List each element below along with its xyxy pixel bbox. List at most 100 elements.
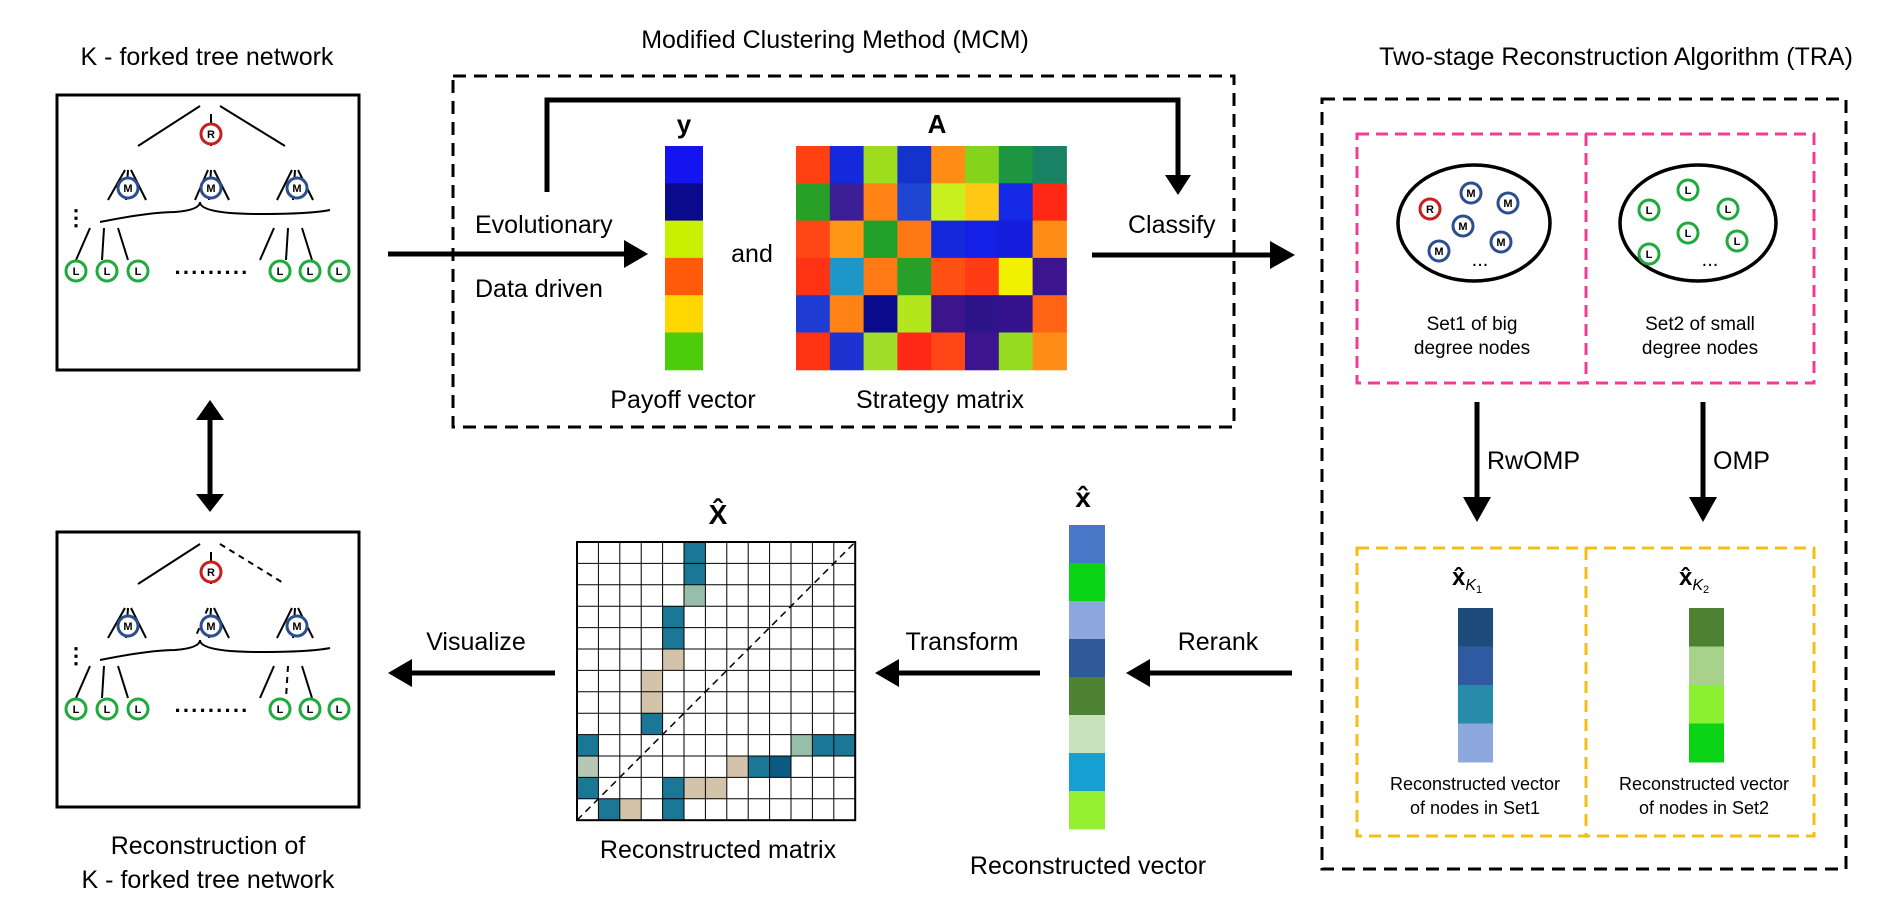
strategy-cell [897, 332, 932, 371]
vec2-label-line2: of nodes in Set2 [1639, 798, 1769, 818]
tree-box [55, 93, 361, 372]
reconstructed-matrix-cell [684, 563, 706, 585]
svg-text:M: M [1503, 198, 1512, 210]
strategy-cell [863, 295, 898, 333]
set1-middle-node: M [1459, 181, 1483, 205]
set1-middle-node: M [1427, 239, 1451, 263]
svg-text:L: L [104, 704, 111, 716]
payoff-cell [665, 220, 703, 259]
svg-text:R: R [207, 129, 215, 141]
set2-leaf-node: L [1676, 178, 1700, 202]
vec2-label-line1: Reconstructed vector [1619, 774, 1789, 794]
leaf-node: L [268, 697, 292, 721]
set1-label-line2: degree nodes [1414, 338, 1530, 359]
leaf-node: L [126, 697, 150, 721]
svg-text:L: L [1646, 249, 1653, 261]
svg-text:L: L [1685, 185, 1692, 197]
rerank-label: Rerank [1178, 628, 1259, 656]
strategy-cell [796, 183, 831, 222]
payoff-cell [665, 183, 703, 222]
strategy-cell [796, 295, 831, 333]
vec1-cell [1458, 646, 1493, 686]
set1-root-node: R [1418, 197, 1442, 221]
reconstructed-tree-network: ⋮ ········· R M M M L L L L L L [64, 543, 351, 723]
svg-text:L: L [336, 266, 343, 278]
leaf-node: L [327, 697, 351, 721]
svg-text:M: M [1458, 221, 1467, 233]
reconstructed-vector-cell [1069, 753, 1105, 792]
leaf-node: L [298, 697, 322, 721]
middle-node: M [199, 614, 223, 638]
reconstructed-vector-cell [1069, 677, 1105, 716]
set2-leaf-node: L [1637, 242, 1661, 266]
svg-text:L: L [1685, 228, 1692, 240]
feedback-arrow [544, 97, 1181, 192]
set1-label-line1: Set1 of big [1427, 314, 1518, 335]
reconstructed-vector [1069, 525, 1105, 830]
reconstruction-title-line1: Reconstruction of [111, 832, 306, 860]
svg-text:L: L [135, 266, 142, 278]
svg-text:M: M [123, 621, 132, 633]
set2-ellipsis: ... [1702, 249, 1719, 271]
svg-text:L: L [277, 704, 284, 716]
and-label: and [731, 240, 773, 268]
middle-node: M [199, 176, 223, 200]
strategy-cell [863, 257, 898, 296]
reconstructed-matrix-cell [833, 734, 856, 756]
strategy-cell [931, 295, 966, 333]
middle-node: M [285, 614, 309, 638]
vec1-cell [1458, 685, 1493, 724]
strategy-cell [931, 146, 966, 184]
set2-leaf-node: L [1637, 198, 1661, 222]
svg-text:L: L [73, 704, 80, 716]
vec1-label-line2: of nodes in Set1 [1410, 798, 1540, 818]
reconstructed-matrix-cell [684, 584, 706, 607]
root-node: R [199, 560, 223, 584]
reconstructed-matrix-cell [662, 798, 684, 821]
tra-box [1320, 97, 1848, 871]
set1-middle-node: M [1496, 191, 1520, 215]
data-driven-label: Data driven [475, 275, 603, 303]
tree-title: K - forked tree network [81, 43, 334, 71]
x-hat-vector-symbol: x̂ [1075, 482, 1091, 513]
reconstructed-matrix-cell [705, 777, 727, 799]
payoff-vector [665, 146, 703, 371]
svg-text:M: M [206, 621, 215, 633]
strategy-cell [829, 183, 865, 222]
strategy-cell [897, 257, 932, 296]
reconstructed-matrix-cell [662, 606, 684, 628]
strategy-cell [965, 146, 1000, 184]
tree-horizontal-dots: ········· [175, 260, 250, 285]
tra-title: Two-stage Reconstruction Algorithm (TRA) [1379, 43, 1853, 71]
strategy-cell [1032, 332, 1067, 371]
strategy-cell [931, 183, 966, 222]
set2-leaf-node: L [1716, 197, 1740, 221]
set1-middle-node: M [1451, 214, 1475, 238]
svg-text:L: L [336, 704, 343, 716]
svg-text:L: L [1734, 236, 1741, 248]
vec2-cell [1689, 608, 1724, 647]
reconstructed-matrix-cell [812, 734, 834, 756]
leaf-node: L [95, 697, 119, 721]
classify-label: Classify [1128, 211, 1216, 239]
double-arrow [196, 400, 224, 512]
strategy-cell [931, 257, 966, 296]
reconstructed-matrix-cell [748, 756, 770, 778]
strategy-cell [965, 332, 1000, 371]
svg-text:L: L [104, 266, 111, 278]
strategy-cell [829, 146, 865, 184]
svg-text:L: L [1725, 204, 1732, 216]
leaf-node: L [95, 259, 119, 283]
svg-text:L: L [307, 704, 314, 716]
tree-horizontal-dots: ········· [175, 698, 250, 723]
tree-network: ⋮ ········· R M M M L L L L L L [64, 105, 351, 285]
a-symbol: A [928, 109, 947, 139]
strategy-cell [998, 257, 1034, 296]
strategy-cell [998, 146, 1034, 184]
middle-node: M [116, 176, 140, 200]
reconstructed-tree-box [55, 530, 361, 809]
rwomp-label: RwOMP [1487, 447, 1580, 475]
strategy-matrix-label: Strategy matrix [856, 386, 1025, 414]
mcm-title: Modified Clustering Method (MCM) [641, 26, 1029, 54]
